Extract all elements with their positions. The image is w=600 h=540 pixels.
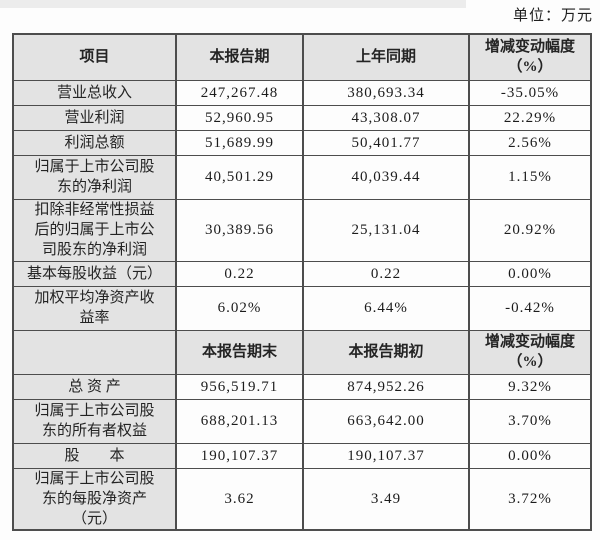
row-prior-value: 50,401.77 [302,129,470,156]
table-row-net-profit-excl-nonrecurring: 扣除非经常性损益 后的归属于上市公 司股东的净利润 30,389.56 25,1… [12,198,592,262]
unit-label: 单位：万元 [512,8,593,24]
row-prior-value: 190,107.37 [302,442,470,469]
row-change-value: -35.05% [468,79,592,106]
row-change-value: 20.92% [468,198,592,262]
header-item: 项目 [12,33,177,81]
row-current-value: 190,107.37 [175,442,304,469]
row-current-value: 0.22 [175,260,304,287]
row-current-value: 6.02% [175,285,304,331]
row-label: 归属于上市公司股 东的净利润 [12,154,177,200]
row-prior-value: 25,131.04 [302,198,470,262]
table-row-total-profit: 利润总额 51,689.99 50,401.77 2.56% [12,129,592,156]
header-period-end: 本报告期末 [175,329,304,375]
header-prior-period: 上年同期 [302,33,470,81]
table-row-basic-eps: 基本每股收益（元） 0.22 0.22 0.00% [12,260,592,287]
row-change-value: 22.29% [468,104,592,131]
row-current-value: 30,389.56 [175,198,304,262]
row-prior-value: 663,642.00 [302,398,470,444]
table-row-operating-profit: 营业利润 52,960.95 43,308.07 22.29% [12,104,592,131]
row-current-value: 247,267.48 [175,79,304,106]
row-change-value: 3.70% [468,398,592,444]
row-current-value: 40,501.29 [175,154,304,200]
row-change-value: 0.00% [468,442,592,469]
row-change-value: 1.15% [468,154,592,200]
row-label: 营业利润 [12,104,177,131]
row-current-value: 3.62 [175,467,304,530]
table-row-share-capital: 股 本 190,107.37 190,107.37 0.00% [12,442,592,469]
row-prior-value: 380,693.34 [302,79,470,106]
header-item-empty [12,329,177,375]
row-label: 股 本 [12,442,177,469]
financial-summary-table: 项目 本报告期 上年同期 增减变动幅度 （%） 营业总收入 247,267.48… [12,33,592,531]
row-change-value: 2.56% [468,129,592,156]
row-current-value: 52,960.95 [175,104,304,131]
table-row-total-revenue: 营业总收入 247,267.48 380,693.34 -35.05% [12,79,592,106]
table-row-weighted-avg-roe: 加权平均净资产收 益率 6.02% 6.44% -0.42% [12,285,592,331]
row-current-value: 956,519.71 [175,373,304,400]
row-change-value: 0.00% [468,260,592,287]
table-header-period: 项目 本报告期 上年同期 增减变动幅度 （%） [12,33,592,81]
row-change-value: -0.42% [468,285,592,331]
header-period-begin: 本报告期初 [302,329,470,375]
table-row-total-assets: 总 资 产 956,519.71 874,952.26 9.32% [12,373,592,400]
header-change-pct: 增减变动幅度 （%） [468,329,592,375]
row-change-value: 3.72% [468,467,592,530]
row-label: 加权平均净资产收 益率 [12,285,177,331]
row-label: 归属于上市公司股 东的每股净资产 （元） [12,467,177,530]
row-prior-value: 874,952.26 [302,373,470,400]
row-change-value: 9.32% [468,373,592,400]
row-current-value: 688,201.13 [175,398,304,444]
row-prior-value: 43,308.07 [302,104,470,131]
row-label: 扣除非经常性损益 后的归属于上市公 司股东的净利润 [12,198,177,262]
row-label: 基本每股收益（元） [12,260,177,287]
row-label: 利润总额 [12,129,177,156]
table-row-net-profit-attributable: 归属于上市公司股 东的净利润 40,501.29 40,039.44 1.15% [12,154,592,200]
row-prior-value: 3.49 [302,467,470,530]
row-current-value: 51,689.99 [175,129,304,156]
row-prior-value: 6.44% [302,285,470,331]
row-label: 营业总收入 [12,79,177,106]
row-label: 总 资 产 [12,373,177,400]
table-row-owners-equity: 归属于上市公司股 东的所有者权益 688,201.13 663,642.00 3… [12,398,592,444]
table-row-net-assets-per-share: 归属于上市公司股 东的每股净资产 （元） 3.62 3.49 3.72% [12,467,592,530]
header-change-pct: 增减变动幅度 （%） [468,33,592,81]
row-prior-value: 40,039.44 [302,154,470,200]
row-prior-value: 0.22 [302,260,470,287]
table-header-balance: 本报告期末 本报告期初 增减变动幅度 （%） [12,329,592,375]
page-edge-strip [0,0,466,8]
row-label: 归属于上市公司股 东的所有者权益 [12,398,177,444]
header-current-period: 本报告期 [175,33,304,81]
